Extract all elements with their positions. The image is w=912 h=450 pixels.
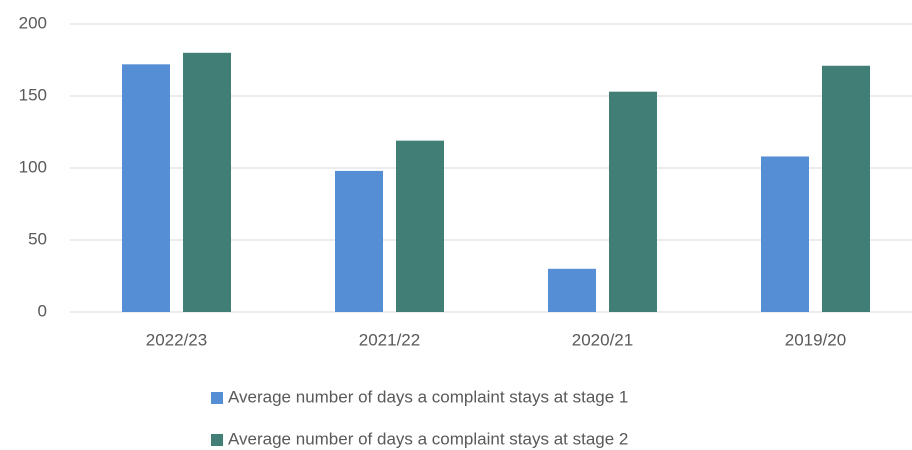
y-tick-label: 50 bbox=[28, 229, 47, 248]
y-tick-label: 0 bbox=[38, 301, 47, 320]
legend-label: Average number of days a complaint stays… bbox=[228, 429, 628, 448]
bar bbox=[822, 65, 870, 312]
legend-label: Average number of days a complaint stays… bbox=[228, 387, 628, 406]
bar bbox=[122, 64, 170, 312]
x-tick-label: 2022/23 bbox=[146, 330, 207, 349]
x-tick-label: 2021/22 bbox=[359, 330, 420, 349]
y-tick-label: 100 bbox=[19, 157, 47, 176]
bar bbox=[609, 91, 657, 313]
bar bbox=[335, 170, 383, 312]
x-tick-label: 2020/21 bbox=[572, 330, 633, 349]
bar bbox=[396, 140, 444, 312]
legend-swatch bbox=[211, 434, 223, 446]
x-tick-label: 2019/20 bbox=[785, 330, 846, 349]
bar bbox=[761, 156, 809, 312]
y-tick-label: 200 bbox=[19, 13, 47, 32]
bar bbox=[548, 268, 596, 312]
legend-swatch bbox=[211, 392, 223, 404]
bar bbox=[183, 52, 231, 313]
y-tick-label: 150 bbox=[19, 85, 47, 104]
